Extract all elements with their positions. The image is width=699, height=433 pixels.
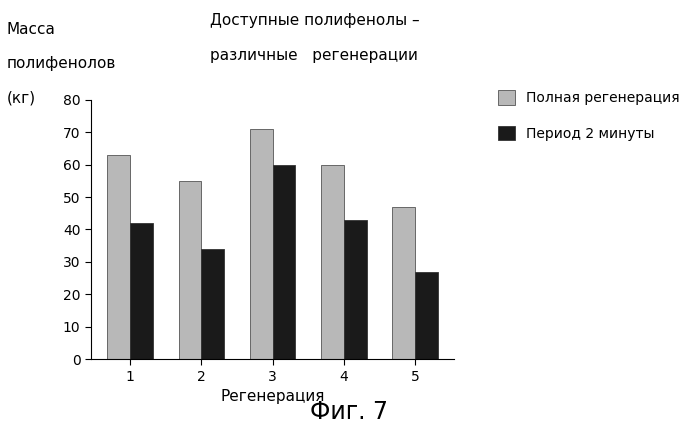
Text: (кг): (кг) <box>7 91 36 106</box>
Legend: Полная регенерация, Период 2 минуты: Полная регенерация, Период 2 минуты <box>493 85 685 146</box>
X-axis label: Регенерация: Регенерация <box>220 389 325 404</box>
Bar <box>179 181 201 359</box>
Bar <box>108 155 130 359</box>
Bar <box>321 165 344 359</box>
Bar <box>201 249 224 359</box>
Bar <box>392 207 415 359</box>
Bar <box>130 223 153 359</box>
Bar <box>415 272 438 359</box>
Text: различные   регенерации: различные регенерации <box>210 48 417 63</box>
Bar <box>344 220 366 359</box>
Text: Масса: Масса <box>7 22 56 37</box>
Bar <box>273 165 296 359</box>
Bar <box>250 129 273 359</box>
Text: полифенолов: полифенолов <box>7 56 116 71</box>
Text: Доступные полифенолы –: Доступные полифенолы – <box>210 13 419 28</box>
Text: Фиг. 7: Фиг. 7 <box>310 401 389 424</box>
